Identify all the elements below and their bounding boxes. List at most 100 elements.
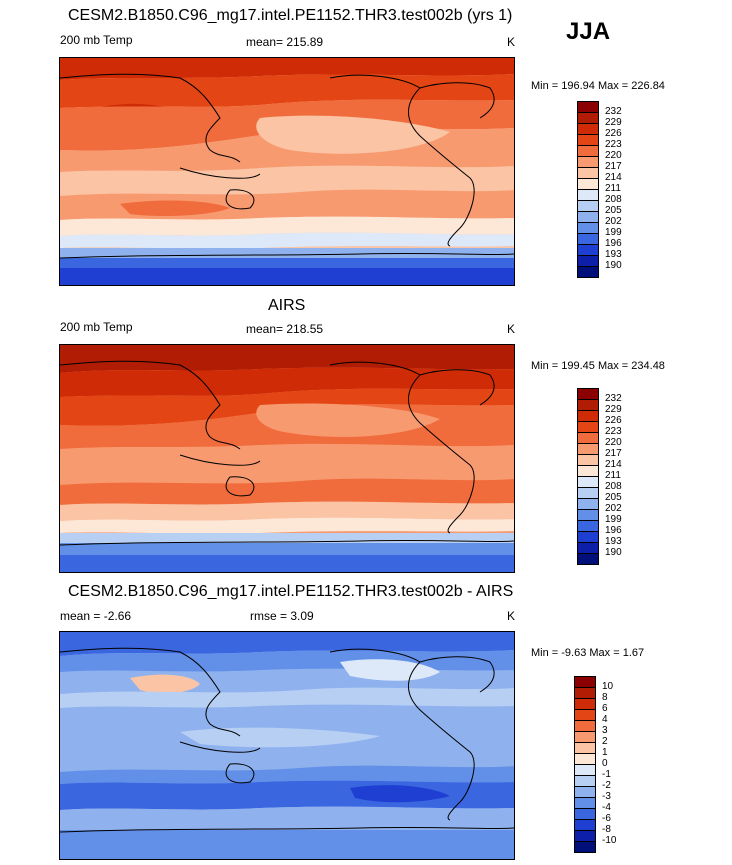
colorbar-label: 220	[605, 150, 622, 161]
colorbar-swatch	[577, 266, 599, 278]
colorbar-label: 208	[605, 481, 622, 492]
panel1-arctic-band	[60, 58, 514, 80]
panel3-sh-subtropic-band	[60, 765, 514, 784]
panel1-sh-highlat-band1	[60, 232, 514, 249]
colorbar-label: 190	[605, 260, 622, 271]
colorbar-label: 229	[605, 404, 622, 415]
panel3-sh-highlat-band	[60, 806, 514, 831]
colorbar-label: -4	[602, 802, 611, 813]
colorbar-label: 205	[605, 492, 622, 503]
colorbar-label: 211	[605, 183, 621, 194]
panel1-antarctic-band2	[60, 268, 514, 285]
panel2-antarctic-band1	[60, 543, 514, 555]
colorbar-label: 214	[605, 459, 622, 470]
colorbar-label: 220	[605, 437, 622, 448]
colorbar-label: 196	[605, 525, 622, 536]
panel2-map-svg	[60, 345, 514, 572]
panel3-colorbar: 10 8 6 4 3 2 1 0 -1 -2 -3 -4 -6 -8 -10	[574, 676, 634, 856]
panel2-title: AIRS	[268, 297, 306, 314]
colorbar-label: 214	[605, 172, 622, 183]
panel1-minmax: Min = 196.94 Max = 226.84	[531, 80, 665, 92]
panel2-sh-subtropic-band	[60, 478, 514, 505]
panel3-rmse-label: rmse = 3.09	[250, 609, 314, 623]
panel1-pacific-minimum	[256, 115, 450, 154]
panel1-coastlines	[60, 73, 514, 259]
panel3-antarctic-band	[60, 830, 514, 859]
panel3-map	[59, 631, 515, 860]
colorbar-label: 199	[605, 227, 622, 238]
panel3-coastlines	[60, 647, 514, 833]
colorbar-label: 232	[605, 393, 622, 404]
panel2-nh-midlat-band	[60, 367, 514, 397]
panel1-units: K	[507, 35, 516, 49]
season-label: JJA	[566, 18, 611, 45]
colorbar-label: -6	[602, 813, 611, 824]
colorbar-label: 10	[602, 681, 614, 692]
colorbar-label: -8	[602, 824, 611, 835]
panel3-title: CESM2.B1850.C96_mg17.intel.PE1152.THR3.t…	[68, 583, 514, 600]
colorbar-label: 208	[605, 194, 622, 205]
colorbar-label: 202	[605, 216, 622, 227]
panel2-sh-highlat-band1	[60, 517, 514, 534]
panel1-nh-midlat-band	[60, 74, 514, 108]
colorbar-label: 211	[605, 470, 621, 481]
panel2-colorbar: 232 229 226 223 220 217 214 211 208 205 202 199 196 1…	[577, 388, 637, 568]
panel3-map-svg	[60, 632, 514, 859]
colorbar-label: -1	[602, 769, 611, 780]
colorbar-label: 232	[605, 106, 622, 117]
panel2-units: K	[507, 322, 516, 336]
colorbar-label: 0	[602, 758, 608, 769]
colorbar-label: -3	[602, 791, 611, 802]
colorbar-label: 226	[605, 415, 622, 426]
panel1-sh-subtropic-maximum	[120, 200, 230, 216]
colorbar-label: 229	[605, 117, 622, 128]
panel2-coastlines	[60, 360, 514, 546]
panel1-map	[59, 57, 515, 286]
colorbar-label: 193	[605, 249, 622, 260]
panel1-variable-label: 200 mb Temp	[60, 33, 133, 47]
panel3-minmax: Min = -9.63 Max = 1.67	[531, 647, 645, 659]
colorbar-label: 223	[605, 139, 622, 150]
colorbar-label: 8	[602, 692, 608, 703]
panel2-variable-label: 200 mb Temp	[60, 320, 133, 334]
panel3-units: K	[507, 609, 516, 623]
colorbar-label: 193	[605, 536, 622, 547]
colorbar-swatch	[574, 841, 596, 853]
panel2-pacific-minimum	[256, 403, 440, 437]
panel3-sh-minimum-patch	[350, 785, 450, 803]
panel1-mean-label: mean= 215.89	[246, 35, 324, 49]
panel1-colorbar: 232 229 226 223 220 217 214 211 208 205 202 199 196 1…	[577, 101, 637, 281]
colorbar-label: 2	[602, 736, 608, 747]
panel1-antarctic-band1	[60, 258, 514, 268]
panel3-mean-label: mean = -2.66	[60, 609, 132, 623]
colorbar-label: 6	[602, 703, 608, 714]
panel2-sh-midlat-band	[60, 501, 514, 521]
colorbar-label: 190	[605, 547, 622, 558]
colorbar-swatch	[577, 553, 599, 565]
panel1-map-svg	[60, 58, 514, 285]
panel3-nh-pacific-patch	[340, 659, 440, 681]
colorbar-label: 202	[605, 503, 622, 514]
panel3-arctic-band	[60, 632, 514, 656]
colorbar-label: -2	[602, 780, 611, 791]
panel3-nh-subtropic-band	[60, 687, 514, 708]
colorbar-label: 3	[602, 725, 608, 736]
panel2-arctic-band	[60, 345, 514, 373]
colorbar-label: 223	[605, 426, 622, 437]
colorbar-label: -10	[602, 835, 617, 846]
panel3-asia-positive-patch	[130, 674, 200, 694]
colorbar-label: 226	[605, 128, 622, 139]
panel2-map	[59, 344, 515, 573]
panel1-sh-midlat-band	[60, 216, 514, 236]
panel2-minmax: Min = 199.45 Max = 234.48	[531, 360, 665, 372]
colorbar-label: 196	[605, 238, 622, 249]
panel2-antarctic-band2	[60, 555, 514, 572]
colorbar-label: 199	[605, 514, 622, 525]
colorbar-label: 217	[605, 161, 622, 172]
panel2-mean-label: mean= 218.55	[246, 322, 324, 336]
panel3-nh-highlat-band	[60, 650, 514, 672]
panel3-tropic-patch	[180, 727, 380, 748]
colorbar-label: 1	[602, 747, 608, 758]
colorbar-label: 4	[602, 714, 608, 725]
panel1-title: CESM2.B1850.C96_mg17.intel.PE1152.THR3.t…	[68, 7, 513, 24]
